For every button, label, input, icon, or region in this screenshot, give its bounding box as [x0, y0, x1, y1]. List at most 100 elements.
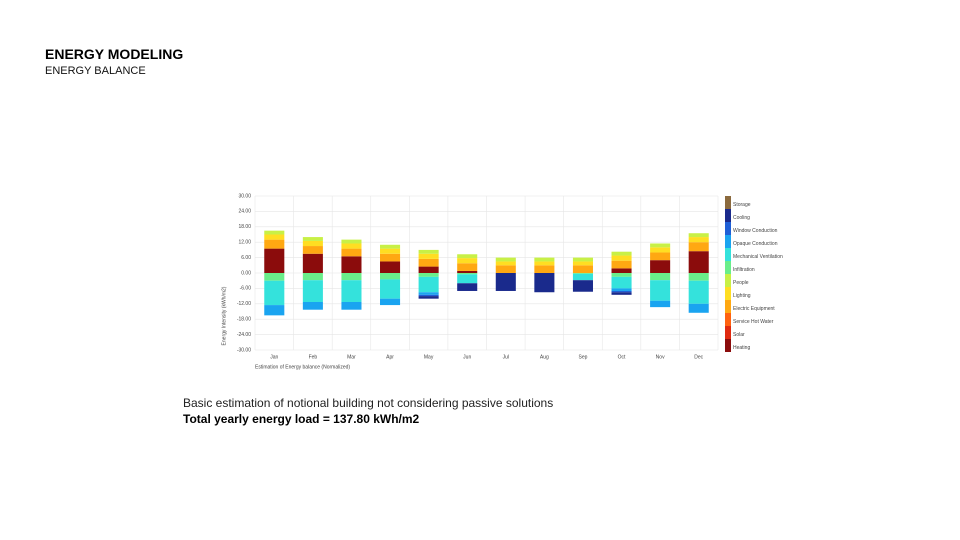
- bar-segment: [341, 243, 362, 249]
- x-axis-label: Estimation of Energy balance (Normalized…: [255, 364, 350, 370]
- bar-segment: [457, 263, 478, 271]
- bar-segment: [457, 283, 478, 291]
- bar-segment: [380, 273, 401, 280]
- legend-label: Service Hot Water: [733, 319, 774, 325]
- legend-swatch: [725, 326, 731, 339]
- bar-segment: [611, 255, 632, 261]
- legend-label: Storage: [733, 202, 751, 208]
- x-tick-label: Dec: [694, 354, 703, 360]
- legend-label: Electric Equipment: [733, 306, 775, 312]
- bar-segment: [572, 273, 593, 281]
- bar-segment: [302, 253, 323, 273]
- legend-label: Opaque Conduction: [733, 241, 778, 247]
- bar-segment: [611, 292, 632, 295]
- bar-segment: [380, 244, 401, 249]
- y-tick-label: -6.00: [240, 286, 252, 292]
- x-tick-label: Apr: [386, 354, 394, 360]
- caption-total: Total yearly energy load = 137.80 kWh/m2: [183, 412, 420, 426]
- x-tick-label: Mar: [347, 354, 356, 360]
- bar-segment: [418, 253, 439, 259]
- bar-segment: [495, 273, 516, 291]
- bar-segment: [650, 280, 671, 301]
- bar-segment: [341, 248, 362, 257]
- x-tick-label: Aug: [540, 354, 549, 360]
- legend-swatch: [725, 274, 731, 287]
- legend-label: People: [733, 280, 749, 286]
- bar-segment: [380, 279, 401, 299]
- bar-segment: [418, 276, 439, 293]
- x-tick-label: May: [424, 354, 434, 360]
- legend-label: Window Conduction: [733, 228, 778, 234]
- bar-segment: [418, 266, 439, 273]
- bar-segment: [611, 273, 632, 277]
- bar-segment: [341, 273, 362, 281]
- x-tick-label: Jul: [503, 354, 509, 360]
- bar-segment: [302, 240, 323, 247]
- bar-segment: [341, 302, 362, 310]
- bar-segment: [650, 243, 671, 248]
- slide-subtitle: ENERGY BALANCE: [45, 65, 146, 77]
- bar-segment: [611, 268, 632, 273]
- bar-segment: [302, 246, 323, 254]
- y-tick-label: -18.00: [237, 317, 251, 323]
- y-tick-label: 0.00: [241, 270, 251, 276]
- bar-segment: [611, 251, 632, 256]
- bar-segment: [688, 273, 709, 281]
- bar-segment: [534, 261, 555, 266]
- bar-segment: [572, 280, 593, 292]
- bar-segment: [380, 298, 401, 306]
- y-tick-label: 24.00: [238, 209, 251, 215]
- bar-segment: [264, 305, 285, 316]
- bar-segment: [380, 261, 401, 273]
- bar-segment: [457, 258, 478, 264]
- y-tick-label: 6.00: [241, 255, 251, 261]
- bar-segment: [264, 230, 285, 235]
- bar-segment: [534, 257, 555, 262]
- bar-segment: [341, 256, 362, 273]
- legend-label: Lighting: [733, 293, 751, 299]
- bar-segment: [418, 258, 439, 267]
- x-tick-label: Sep: [579, 354, 588, 360]
- bar-segment: [572, 261, 593, 266]
- bar-segment: [611, 260, 632, 269]
- bar-segment: [611, 288, 632, 291]
- bar-segment: [380, 248, 401, 254]
- bar-segment: [302, 302, 323, 310]
- bar-segment: [302, 273, 323, 281]
- bar-segment: [495, 265, 516, 273]
- bar-segment: [264, 234, 285, 240]
- bar-segment: [264, 239, 285, 249]
- legend-swatch: [725, 261, 731, 274]
- bar-segment: [495, 261, 516, 266]
- legend-swatch: [725, 222, 731, 235]
- y-tick-label: 18.00: [238, 224, 251, 230]
- legend-label: Cooling: [733, 215, 750, 221]
- bar-segment: [650, 273, 671, 281]
- y-tick-label: 12.00: [238, 240, 251, 246]
- bar-segment: [264, 273, 285, 281]
- bar-segment: [534, 273, 555, 293]
- x-tick-label: Jan: [270, 354, 278, 360]
- legend-swatch: [725, 313, 731, 326]
- bar-segment: [457, 274, 478, 284]
- bar-segment: [688, 303, 709, 313]
- bar-segment: [534, 265, 555, 273]
- y-tick-label: -24.00: [237, 332, 251, 338]
- bar-segment: [380, 253, 401, 262]
- legend-label: Solar: [733, 332, 745, 338]
- bar-segment: [418, 249, 439, 254]
- bar-segment: [264, 248, 285, 273]
- slide-title: ENERGY MODELING: [45, 46, 184, 62]
- y-tick-label: -30.00: [237, 347, 251, 353]
- bar-segment: [418, 292, 439, 295]
- legend-swatch: [725, 235, 731, 248]
- bar-segment: [418, 273, 439, 277]
- y-tick-label: 30.00: [238, 193, 251, 199]
- bar-segment: [572, 265, 593, 273]
- bar-segment: [302, 280, 323, 303]
- bar-segment: [418, 296, 439, 299]
- x-tick-label: Feb: [309, 354, 318, 360]
- y-axis-label: Energy Intensity (kWh/m2): [221, 286, 227, 345]
- bar-segment: [688, 233, 709, 238]
